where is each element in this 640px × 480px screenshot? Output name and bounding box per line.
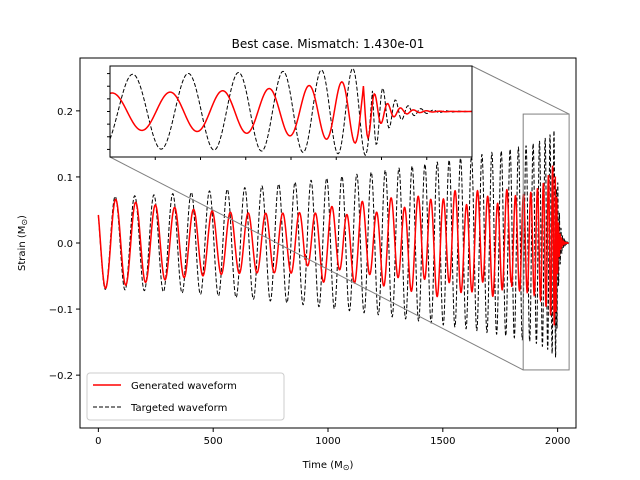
zoom-indicator <box>109 65 570 371</box>
legend: Generated waveform Targeted waveform <box>86 372 285 421</box>
y-axis-label-sub: ⊙ <box>20 219 29 226</box>
chart-title: Best case. Mismatch: 1.430e-01 <box>232 37 425 51</box>
x-tick-label: 0 <box>95 436 101 447</box>
y-axis-label-close: ) <box>17 215 28 219</box>
targeted-waveform-line <box>97 130 570 358</box>
x-axis-label: Time (M⊙) <box>302 460 354 472</box>
x-axis-label-text: Time (M <box>302 460 343 471</box>
legend-generated-label: Generated waveform <box>131 381 237 392</box>
inset-plot-area <box>109 67 473 157</box>
y-tick-label: 0.1 <box>57 173 73 184</box>
zoom-connector-upper <box>471 65 570 115</box>
main-plot-area <box>97 130 570 358</box>
legend-targeted-label: Targeted waveform <box>130 403 227 414</box>
inset-targeted-waveform-line <box>109 67 473 157</box>
y-tick-label: 0.0 <box>57 239 73 250</box>
x-tick-label: 1000 <box>315 436 340 447</box>
inset-axes <box>107 65 473 160</box>
y-tick-label: −0.2 <box>49 371 73 382</box>
inset-ticks <box>107 73 428 160</box>
x-tick-label: 500 <box>204 436 223 447</box>
generated-waveform-line <box>97 165 570 326</box>
y-tick-label: 0.2 <box>57 107 73 118</box>
y-ticks: −0.2 −0.1 0.0 0.1 0.2 <box>49 107 80 382</box>
x-tick-label: 2000 <box>545 436 570 447</box>
x-axis-label-close: ) <box>349 460 353 471</box>
y-tick-label: −0.1 <box>49 305 73 316</box>
inset-background <box>110 66 472 157</box>
zoom-region-box <box>522 113 570 371</box>
x-tick-label: 1500 <box>430 436 455 447</box>
legend-frame <box>86 372 285 421</box>
y-axis-label: Strain (M⊙) <box>17 215 29 271</box>
x-axis-label-sub: ⊙ <box>343 463 350 472</box>
zoom-connector-lower <box>109 156 524 371</box>
x-ticks: 0 500 1000 1500 2000 <box>95 428 570 447</box>
main-axes: 0 500 1000 1500 2000 −0.2 −0.1 0.0 0.1 0.2 <box>49 57 577 447</box>
inset-generated-waveform-line <box>109 81 473 144</box>
y-axis-label-text: Strain (M <box>17 226 28 271</box>
